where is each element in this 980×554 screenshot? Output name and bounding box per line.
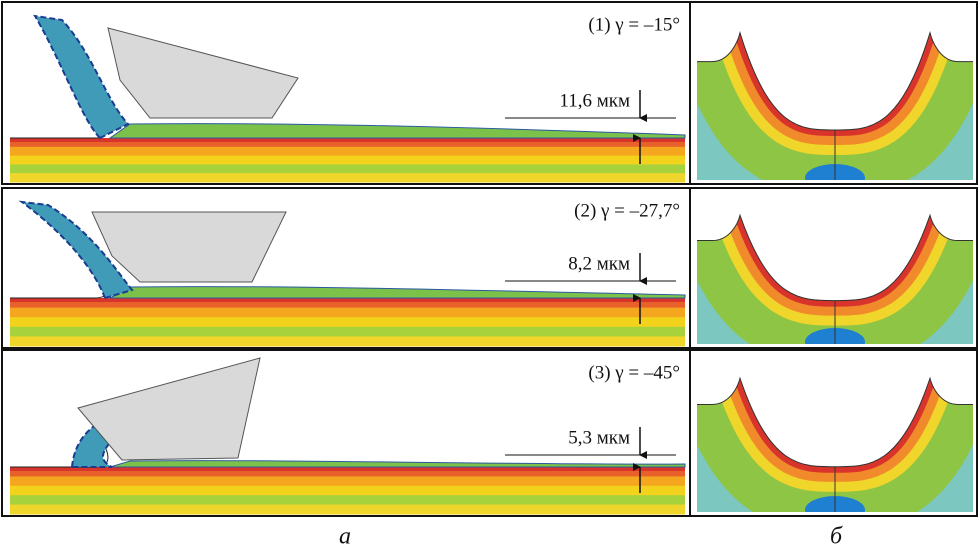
- workpiece-layer: [10, 336, 685, 347]
- thickness-label: 8,2 мкм: [568, 253, 630, 274]
- tool: [77, 357, 261, 461]
- row: (3) γ = –45° 5,3 мкм: [1, 349, 978, 517]
- row-label: (1) γ = –15°: [588, 14, 680, 35]
- caption-b: б: [830, 524, 843, 550]
- tool: [107, 27, 299, 119]
- notch-edge: [697, 30, 973, 131]
- cut-layer: [109, 286, 686, 299]
- cut-layer: [109, 460, 686, 468]
- hot-zone: [10, 467, 685, 471]
- workpiece-layer: [10, 155, 685, 165]
- workpiece-layer: [10, 467, 685, 477]
- tool: [91, 211, 287, 283]
- workpiece-layer: [10, 164, 685, 174]
- workpiece-layer: [10, 504, 685, 515]
- hot-zone: [10, 298, 685, 302]
- row-label: (3) γ = –45°: [588, 362, 680, 383]
- hot-zone: [10, 138, 685, 142]
- row-label: (2) γ = –27,7°: [574, 200, 680, 221]
- workpiece-layer: [10, 146, 685, 157]
- thickness-label: 11,6 мкм: [559, 90, 630, 111]
- workpiece-layer: [10, 307, 685, 318]
- chip: [18, 200, 134, 300]
- workpiece-layer: [10, 485, 685, 496]
- thickness-label: 5,3 мкм: [568, 427, 630, 448]
- workpiece-layer: [10, 173, 685, 183]
- workpiece-layer: [10, 476, 685, 487]
- workpiece-layer: [10, 298, 685, 309]
- row: (2) γ = –27,7° 8,2 мкм: [1, 187, 978, 349]
- caption-a: а: [339, 524, 351, 550]
- chip: [33, 14, 130, 140]
- workpiece-layer: [10, 495, 685, 506]
- workpiece-layer: [10, 326, 685, 337]
- notch-edge: [697, 376, 973, 468]
- row: (1) γ = –15° 11,6 мкм: [1, 1, 978, 185]
- notch-edge: [697, 213, 973, 302]
- cut-layer: [108, 123, 686, 139]
- workpiece-layer: [10, 317, 685, 328]
- workpiece-layer: [10, 138, 685, 148]
